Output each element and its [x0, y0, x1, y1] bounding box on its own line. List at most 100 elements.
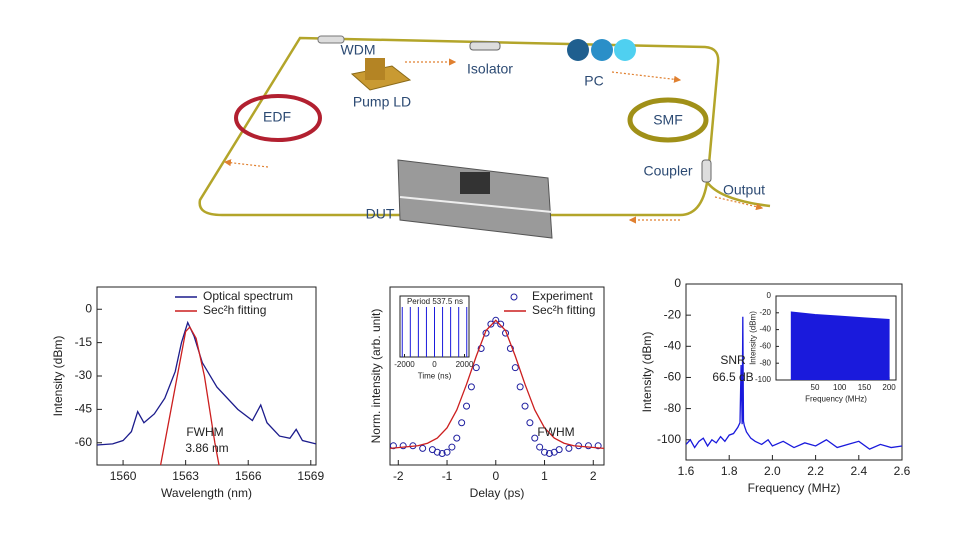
- y-tick-label: 0: [85, 301, 92, 315]
- marker: [453, 434, 461, 442]
- y-tick-label: -60: [664, 370, 682, 384]
- dut: [397, 159, 553, 239]
- dut-fiber: [399, 196, 553, 213]
- annotation: 66.5 dB: [712, 370, 753, 384]
- wdm: [317, 35, 345, 44]
- legend-marker: [510, 293, 518, 301]
- area: [790, 311, 890, 380]
- x-tick-label: -2000: [394, 360, 415, 369]
- marker: [419, 444, 427, 452]
- marker: [516, 383, 524, 391]
- marker: [438, 449, 446, 457]
- marker: [511, 364, 519, 372]
- x-tick-label: -2: [393, 469, 404, 483]
- plot-area: [401, 306, 468, 357]
- marker: [521, 402, 529, 410]
- x-tick-label: 0: [492, 469, 499, 483]
- marker: [526, 419, 534, 427]
- fiber-ring: [198, 36, 720, 217]
- x-tick-label: 2000: [456, 360, 474, 369]
- pc-paddle: [567, 39, 589, 61]
- y-tick-label: -80: [664, 401, 682, 415]
- arrow: [223, 159, 269, 168]
- label: PC: [584, 73, 603, 89]
- edf-coil: [234, 94, 322, 142]
- label: Pump LD: [353, 94, 411, 110]
- x-axis-label: Frequency (MHz): [748, 481, 841, 495]
- x-tick-label: 2.4: [850, 464, 867, 478]
- isolator: [469, 41, 501, 51]
- flow-arrows: [223, 58, 764, 224]
- marker: [492, 316, 500, 324]
- y-tick-label: -100: [755, 375, 772, 384]
- coupler: [701, 159, 712, 183]
- label: Coupler: [643, 163, 692, 179]
- marker: [541, 448, 549, 456]
- marker: [584, 442, 592, 450]
- y-tick-label: -45: [75, 402, 93, 416]
- marker: [531, 434, 539, 442]
- x-tick-label: -1: [442, 469, 453, 483]
- x-tick-label: 200: [882, 383, 896, 392]
- x-tick-label: 100: [833, 383, 847, 392]
- marker: [497, 320, 505, 328]
- x-tick-label: 2.0: [764, 464, 781, 478]
- line: [686, 316, 902, 450]
- x-tick-label: 1569: [297, 469, 324, 483]
- annotation: SNR: [720, 353, 746, 367]
- x-tick-label: 1.6: [678, 464, 695, 478]
- plot-area: [390, 316, 604, 457]
- arrow: [611, 71, 682, 83]
- annotation: 3.86 nm: [185, 441, 228, 455]
- label: SMF: [653, 112, 683, 128]
- marker: [399, 442, 407, 450]
- x-tick-label: 50: [811, 383, 820, 392]
- arrow: [714, 196, 764, 211]
- x-tick-label: 1.8: [721, 464, 738, 478]
- marker: [472, 364, 480, 372]
- x-tick-label: 2.6: [894, 464, 911, 478]
- marker: [477, 344, 485, 352]
- marker: [487, 320, 495, 328]
- x-axis-label: Wavelength (nm): [161, 486, 252, 500]
- x-tick-label: 1560: [110, 469, 137, 483]
- x-tick-label: 1566: [235, 469, 262, 483]
- y-axis-label: Intensity (dBm): [749, 311, 758, 365]
- y-tick-label: -40: [759, 325, 771, 334]
- y-tick-label: -100: [657, 432, 681, 446]
- marker: [463, 402, 471, 410]
- y-tick-label: 0: [674, 276, 681, 290]
- plot-area: [686, 316, 902, 450]
- legend-label: Experiment: [532, 289, 593, 303]
- legend-label: Sec²h fitting: [532, 303, 595, 317]
- marker: [448, 443, 456, 451]
- marker: [443, 448, 451, 456]
- pc-paddle: [614, 39, 636, 61]
- annotation: FWHM: [186, 425, 223, 439]
- y-tick-label: -20: [664, 307, 682, 321]
- line: [159, 325, 220, 465]
- smf-coil: [627, 97, 709, 143]
- marker: [545, 449, 553, 457]
- label: Output: [723, 182, 765, 198]
- y-tick-label: -20: [759, 308, 771, 317]
- marker: [536, 443, 544, 451]
- pc-paddle: [591, 39, 613, 61]
- plot-area: [97, 320, 316, 465]
- pump-ld-top: [365, 58, 385, 80]
- label: Isolator: [467, 61, 513, 77]
- annotation: FWHM: [537, 425, 574, 439]
- y-axis-label: Norm. intensity (arb. unit): [369, 309, 383, 444]
- y-tick-label: -60: [759, 342, 771, 351]
- y-tick-label: -80: [759, 358, 771, 367]
- legend-label: Sec²h fitting: [203, 303, 266, 317]
- label: EDF: [263, 109, 291, 125]
- marker: [565, 444, 573, 452]
- x-tick-label: 150: [858, 383, 872, 392]
- y-axis-label: Intensity (dBm): [51, 336, 65, 417]
- annotation: Period 537.5 ns: [407, 297, 463, 306]
- x-tick-label: 0: [432, 360, 437, 369]
- y-tick-label: -30: [75, 368, 93, 382]
- marker: [390, 442, 397, 450]
- marker: [506, 344, 514, 352]
